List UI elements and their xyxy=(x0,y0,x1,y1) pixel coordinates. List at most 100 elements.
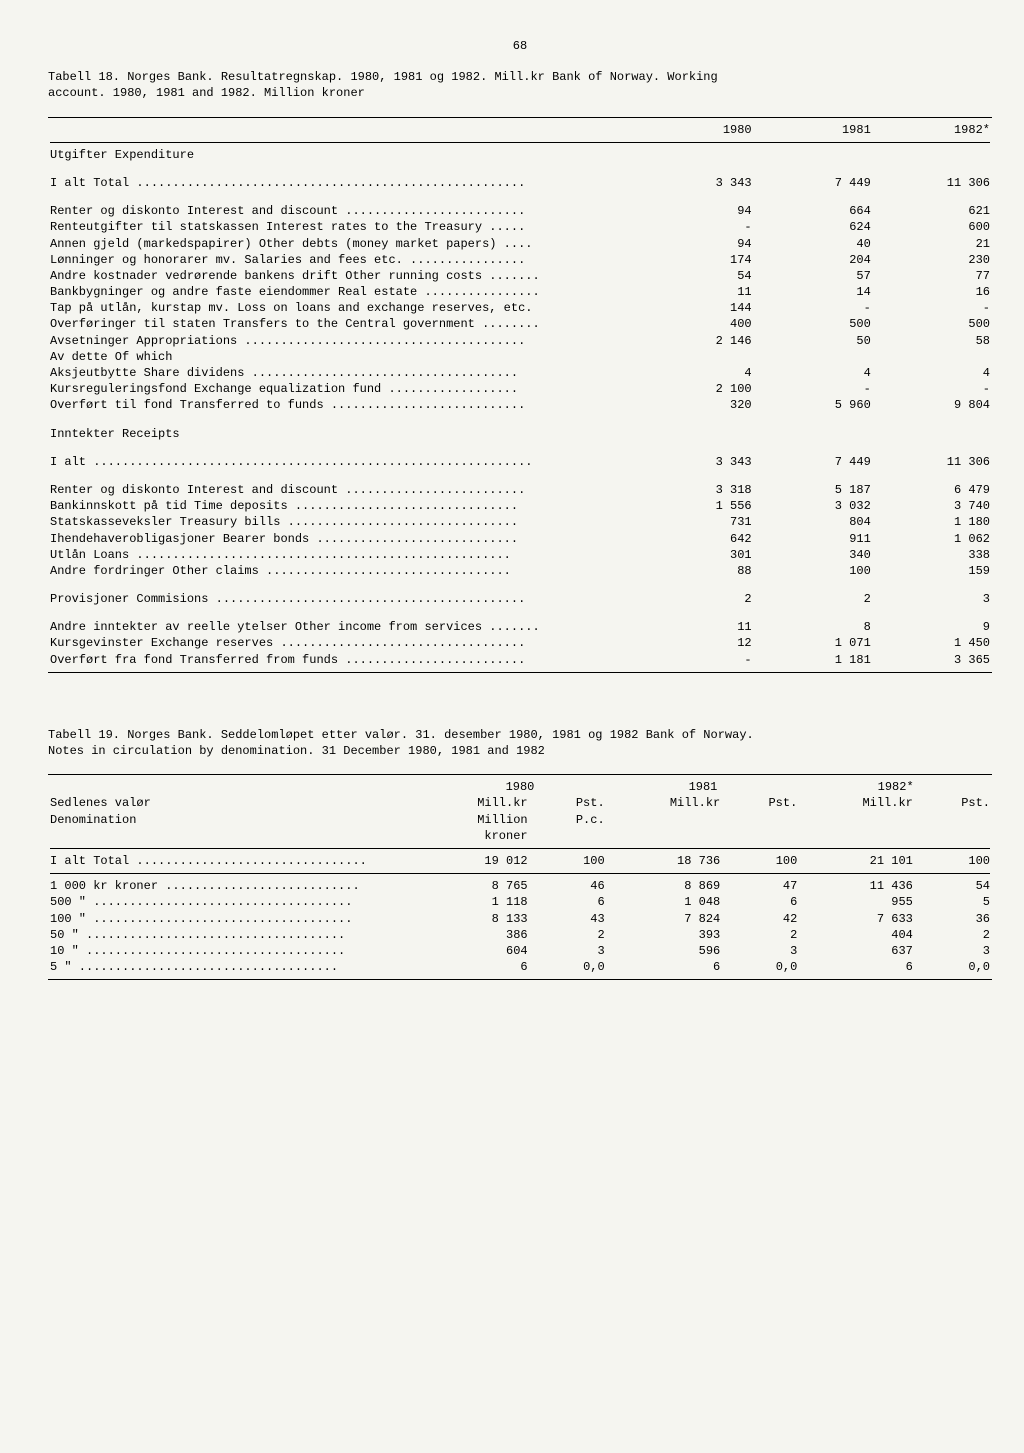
subheader-row: Sedlenes valør Mill.kr Pst. Mill.kr Pst.… xyxy=(48,795,992,811)
cell: 1 450 xyxy=(873,635,992,651)
row-label: Overført fra fond Transferred from funds… xyxy=(48,652,634,668)
cell: - xyxy=(873,300,992,316)
year-col: 1981 xyxy=(607,779,800,795)
cell: 9 xyxy=(873,619,992,635)
table-row: Renteutgifter til statskassen Interest r… xyxy=(48,219,992,235)
title-line: Tabell 19. Norges Bank. Seddelomløpet et… xyxy=(48,727,992,743)
cell: 404 xyxy=(799,927,915,943)
cell: 664 xyxy=(754,203,873,219)
table-row: Andre kostnader vedrørende bankens drift… xyxy=(48,268,992,284)
table-row: Ihendehaverobligasjoner Bearer bonds ...… xyxy=(48,531,992,547)
row-label: Overført til fond Transferred to funds .… xyxy=(48,397,634,413)
row-label: 100 " ..................................… xyxy=(48,911,433,927)
cell: 1 180 xyxy=(873,514,992,530)
table-row: Bankinnskott på tid Time deposits ......… xyxy=(48,498,992,514)
row-label: 50 " ...................................… xyxy=(48,927,433,943)
cell: 2 xyxy=(722,927,799,943)
row-label: I alt Total ............................… xyxy=(48,853,433,869)
cell: 54 xyxy=(915,878,992,894)
cell: 804 xyxy=(754,514,873,530)
table-row: Bankbygninger og andre faste eiendommer … xyxy=(48,284,992,300)
cell: 54 xyxy=(634,268,753,284)
rule xyxy=(50,848,990,849)
cell: 11 306 xyxy=(873,175,992,191)
cell: 6 xyxy=(607,959,723,975)
row-label: Andre inntekter av reelle ytelser Other … xyxy=(48,619,634,635)
cell: 2 xyxy=(754,591,873,607)
cell: 43 xyxy=(530,911,607,927)
page-number: 68 xyxy=(48,38,992,54)
cell: 100 xyxy=(530,853,607,869)
cell: 624 xyxy=(754,219,873,235)
table-row: Renter og diskonto Interest and discount… xyxy=(48,203,992,219)
cell: 18 736 xyxy=(607,853,723,869)
table-row: Andre fordringer Other claims ..........… xyxy=(48,563,992,579)
table-row: 500 " ..................................… xyxy=(48,894,992,910)
total-row: I alt ..................................… xyxy=(48,454,992,470)
col-sub: Pst. xyxy=(915,795,992,811)
rule xyxy=(50,142,990,143)
table-row: 1 000 kr kroner ........................… xyxy=(48,878,992,894)
table-row: Overføringer til staten Transfers to the… xyxy=(48,316,992,332)
cell: 100 xyxy=(722,853,799,869)
table19-title: Tabell 19. Norges Bank. Seddelomløpet et… xyxy=(48,727,992,759)
cell: 6 xyxy=(799,959,915,975)
table-row: Statskasseveksler Treasury bills .......… xyxy=(48,514,992,530)
rule xyxy=(48,774,992,775)
cell: 47 xyxy=(722,878,799,894)
row-label: Lønninger og honorarer mv. Salaries and … xyxy=(48,252,634,268)
row-label: Renter og diskonto Interest and discount… xyxy=(48,482,634,498)
cell: 50 xyxy=(754,333,873,349)
cell: 94 xyxy=(634,203,753,219)
cell: - xyxy=(634,219,753,235)
table-row: Lønninger og honorarer mv. Salaries and … xyxy=(48,252,992,268)
cell: 1 071 xyxy=(754,635,873,651)
rule xyxy=(48,979,992,980)
cell xyxy=(873,349,992,365)
cell: 0,0 xyxy=(915,959,992,975)
cell: 2 100 xyxy=(634,381,753,397)
table-row: 100 " ..................................… xyxy=(48,911,992,927)
cell: 500 xyxy=(754,316,873,332)
row-label: Ihendehaverobligasjoner Bearer bonds ...… xyxy=(48,531,634,547)
cell: 6 xyxy=(530,894,607,910)
year-col: 1980 xyxy=(634,122,753,138)
cell: 7 449 xyxy=(754,175,873,191)
cell: 3 xyxy=(873,591,992,607)
cell: 159 xyxy=(873,563,992,579)
col-sub: Pst. xyxy=(722,795,799,811)
cell: 400 xyxy=(634,316,753,332)
table19: 1980 1981 1982* Sedlenes valør Mill.kr P… xyxy=(48,779,992,975)
cell: 1 118 xyxy=(433,894,529,910)
col-sub: Million xyxy=(433,812,529,828)
cell: - xyxy=(754,381,873,397)
table-row: Av dette Of which xyxy=(48,349,992,365)
rule xyxy=(48,672,992,673)
cell: 3 032 xyxy=(754,498,873,514)
col-sub: kroner xyxy=(433,828,529,844)
cell: 57 xyxy=(754,268,873,284)
row-label: Renteutgifter til statskassen Interest r… xyxy=(48,219,634,235)
cell: 36 xyxy=(915,911,992,927)
col-sub: Mill.kr xyxy=(607,795,723,811)
cell: 5 187 xyxy=(754,482,873,498)
table-row: 10 " ...................................… xyxy=(48,943,992,959)
cell: 393 xyxy=(607,927,723,943)
cell: 204 xyxy=(754,252,873,268)
table-row: Kursreguleringsfond Exchange equalizatio… xyxy=(48,381,992,397)
cell: 4 xyxy=(634,365,753,381)
table-row: Kursgevinster Exchange reserves ........… xyxy=(48,635,992,651)
cell: 8 133 xyxy=(433,911,529,927)
cell: 42 xyxy=(722,911,799,927)
cell: 600 xyxy=(873,219,992,235)
table-row: Utlån Loans ............................… xyxy=(48,547,992,563)
table18: 1980 1981 1982* Utgifter Expenditure I a… xyxy=(48,122,992,668)
row-label: Aksjeutbytte Share dividens ............… xyxy=(48,365,634,381)
year-header-row: 1980 1981 1982* xyxy=(48,779,992,795)
cell: 642 xyxy=(634,531,753,547)
col-sub: Pst. xyxy=(530,795,607,811)
cell: 6 479 xyxy=(873,482,992,498)
table-row: Renter og diskonto Interest and discount… xyxy=(48,482,992,498)
table-row: Annen gjeld (markedspapirer) Other debts… xyxy=(48,236,992,252)
cell: 500 xyxy=(873,316,992,332)
